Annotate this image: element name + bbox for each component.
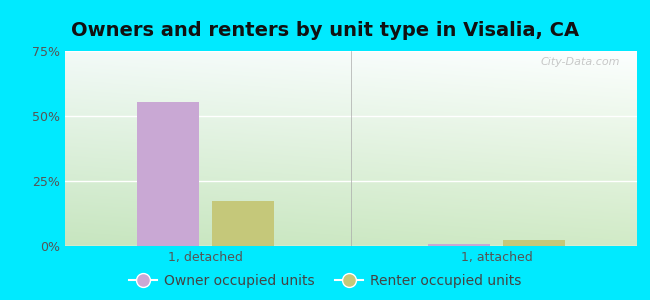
Bar: [503, 239, 566, 246]
Bar: [136, 102, 199, 246]
Text: City-Data.com: City-Data.com: [540, 57, 620, 67]
Legend: Owner occupied units, Renter occupied units: Owner occupied units, Renter occupied un…: [124, 268, 526, 293]
Bar: [428, 244, 490, 246]
Text: Owners and renters by unit type in Visalia, CA: Owners and renters by unit type in Visal…: [71, 21, 579, 40]
Bar: [212, 200, 274, 246]
